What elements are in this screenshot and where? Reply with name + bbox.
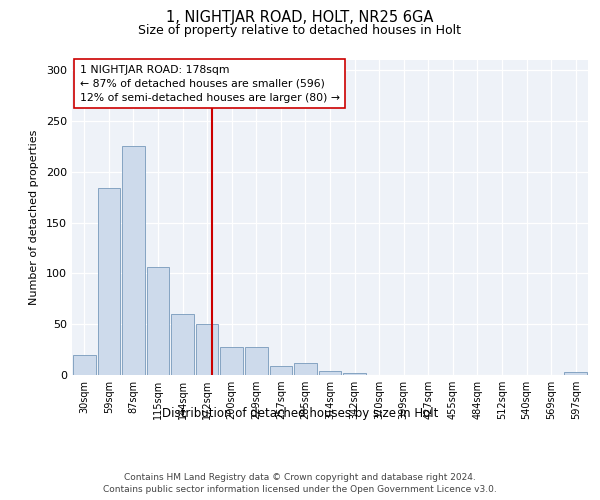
Bar	[294, 363, 317, 375]
Text: Size of property relative to detached houses in Holt: Size of property relative to detached ho…	[139, 24, 461, 37]
Bar	[122, 146, 145, 375]
Bar	[73, 354, 95, 375]
Bar	[196, 324, 218, 375]
Text: 1 NIGHTJAR ROAD: 178sqm
← 87% of detached houses are smaller (596)
12% of semi-d: 1 NIGHTJAR ROAD: 178sqm ← 87% of detache…	[80, 64, 340, 102]
Bar	[343, 373, 366, 375]
Bar	[171, 314, 194, 375]
Bar	[98, 188, 120, 375]
Bar	[245, 346, 268, 375]
Y-axis label: Number of detached properties: Number of detached properties	[29, 130, 39, 305]
Text: 1, NIGHTJAR ROAD, HOLT, NR25 6GA: 1, NIGHTJAR ROAD, HOLT, NR25 6GA	[166, 10, 434, 25]
Text: Distribution of detached houses by size in Holt: Distribution of detached houses by size …	[162, 408, 438, 420]
Text: Contains public sector information licensed under the Open Government Licence v3: Contains public sector information licen…	[103, 485, 497, 494]
Text: Contains HM Land Registry data © Crown copyright and database right 2024.: Contains HM Land Registry data © Crown c…	[124, 472, 476, 482]
Bar	[269, 366, 292, 375]
Bar	[146, 268, 169, 375]
Bar	[319, 371, 341, 375]
Bar	[565, 372, 587, 375]
Bar	[220, 346, 243, 375]
